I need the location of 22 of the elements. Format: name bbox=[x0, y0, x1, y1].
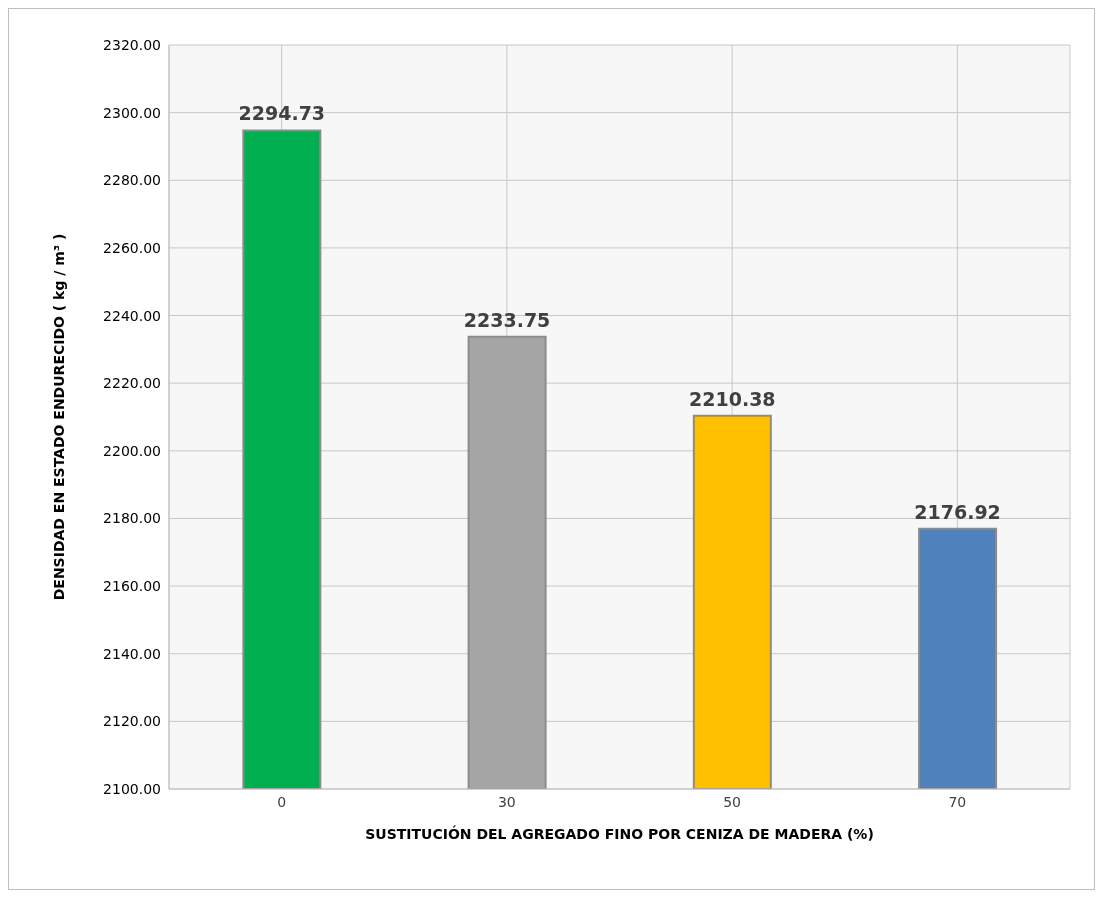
y-tick-label: 2100.00 bbox=[103, 780, 161, 797]
x-tick-label: 30 bbox=[497, 793, 516, 810]
y-tick-label: 2160.00 bbox=[103, 578, 161, 595]
y-tick-label: 2200.00 bbox=[103, 442, 161, 459]
y-tick-label: 2280.00 bbox=[103, 172, 161, 189]
y-tick-label: 2120.00 bbox=[103, 713, 161, 730]
data-label: 2176.92 bbox=[914, 500, 1001, 523]
y-tick-label: 2180.00 bbox=[103, 510, 161, 527]
y-tick-label: 2140.00 bbox=[103, 645, 161, 662]
data-label: 2210.38 bbox=[689, 387, 776, 410]
y-tick-label: 2300.00 bbox=[103, 104, 161, 121]
x-axis-title: SUSTITUCIÓN DEL AGREGADO FINO POR CENIZA DE MADERA (%) bbox=[365, 825, 874, 842]
y-tick-label: 2320.00 bbox=[103, 36, 161, 53]
x-tick-label: 50 bbox=[723, 793, 742, 810]
data-label: 2233.75 bbox=[463, 308, 551, 331]
x-tick-label: 70 bbox=[948, 793, 967, 810]
y-tick-label: 2260.00 bbox=[103, 239, 161, 256]
y-axis-title: DENSIDAD EN ESTADO ENDURECIDO ( kg / m³ ) bbox=[50, 233, 67, 601]
x-tick-label: 0 bbox=[277, 793, 287, 810]
data-label: 2294.73 bbox=[238, 102, 326, 125]
y-tick-label: 2220.00 bbox=[103, 375, 161, 392]
y-tick-label: 2240.00 bbox=[103, 307, 161, 324]
